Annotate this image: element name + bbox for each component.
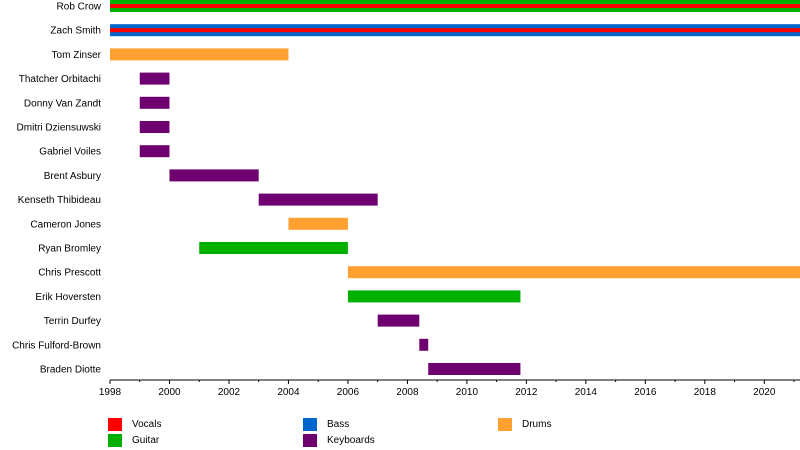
- member-label-thatcher-orbitachi: Thatcher Orbitachi: [19, 74, 101, 85]
- member-label-donny-van-zandt: Donny Van Zandt: [24, 98, 101, 109]
- bar-braden-diotte-keyboards: [428, 363, 521, 375]
- bar-brent-asbury-keyboards: [169, 169, 259, 182]
- member-label-chris-prescott: Chris Prescott: [38, 268, 101, 279]
- bar-chris-prescott-drums: [347, 266, 800, 279]
- member-label-erik-hoversten: Erik Hoversten: [35, 292, 101, 303]
- bar-rob-crow-vocals: [110, 4, 800, 8]
- bar-ryan-bromley-guitar: [199, 242, 348, 254]
- member-label-brent-asbury: Brent Asbury: [44, 171, 101, 182]
- member-label-chris-fulford-brown: Chris Fulford-Brown: [12, 340, 101, 351]
- member-label-cameron-jones: Cameron Jones: [30, 219, 101, 230]
- bar-dmitri-dziensuwski-keyboards: [139, 121, 170, 133]
- member-label-rob-crow: Rob Crow: [57, 2, 102, 13]
- x-tick-label-2016: 2016: [634, 387, 657, 398]
- bar-terrin-durfey-keyboards: [377, 314, 420, 327]
- x-tick-label-1998: 1998: [99, 387, 122, 398]
- x-tick-label-2012: 2012: [515, 387, 538, 398]
- x-tick-label-2006: 2006: [337, 387, 360, 398]
- member-labels: Rob Crow Zach Smith Tom Zinser Thatcher Orb…: [12, 2, 102, 376]
- x-tick-label-2004: 2004: [277, 387, 300, 398]
- bar-kenseth-thibideau-keyboards: [258, 193, 378, 206]
- x-axis: 1998 2000 2002 2004 2006 2008 2010 2012 2014 2016…: [99, 379, 800, 398]
- member-label-kenseth-thibideau: Kenseth Thibideau: [18, 195, 101, 206]
- x-tick-label-2018: 2018: [694, 387, 717, 398]
- x-tick-label-2014: 2014: [575, 387, 598, 398]
- bars-layer: [110, 0, 800, 375]
- member-label-ryan-bromley: Ryan Bromley: [38, 244, 101, 255]
- x-tick-label-2002: 2002: [218, 387, 241, 398]
- member-label-braden-diotte: Braden Diotte: [40, 365, 102, 376]
- x-tick-label-2010: 2010: [456, 387, 479, 398]
- bar-gabriel-voiles-keyboards: [139, 145, 170, 158]
- member-label-dmitri-dziensuwski: Dmitri Dziensuwski: [17, 123, 101, 134]
- member-label-zach-smith: Zach Smith: [50, 26, 101, 37]
- bar-chris-fulford-brown-keyboards: [419, 338, 429, 351]
- bar-donny-van-zandt-keyboards: [139, 96, 170, 109]
- member-label-gabriel-voiles: Gabriel Voiles: [39, 147, 101, 158]
- member-label-terrin-durfey: Terrin Durfey: [44, 316, 101, 327]
- x-tick-label-2000: 2000: [158, 387, 181, 398]
- member-label-tom-zinser: Tom Zinser: [52, 50, 102, 61]
- bar-tom-zinser-drums: [110, 48, 289, 61]
- x-tick-label-2008: 2008: [396, 387, 419, 398]
- bar-zach-smith-vocals: [110, 28, 800, 33]
- bar-erik-hoversten-guitar: [347, 290, 521, 303]
- bar-cameron-jones-drums: [288, 217, 348, 230]
- x-tick-label-2020: 2020: [753, 387, 776, 398]
- bar-thatcher-orbitachi-keyboards: [139, 72, 170, 85]
